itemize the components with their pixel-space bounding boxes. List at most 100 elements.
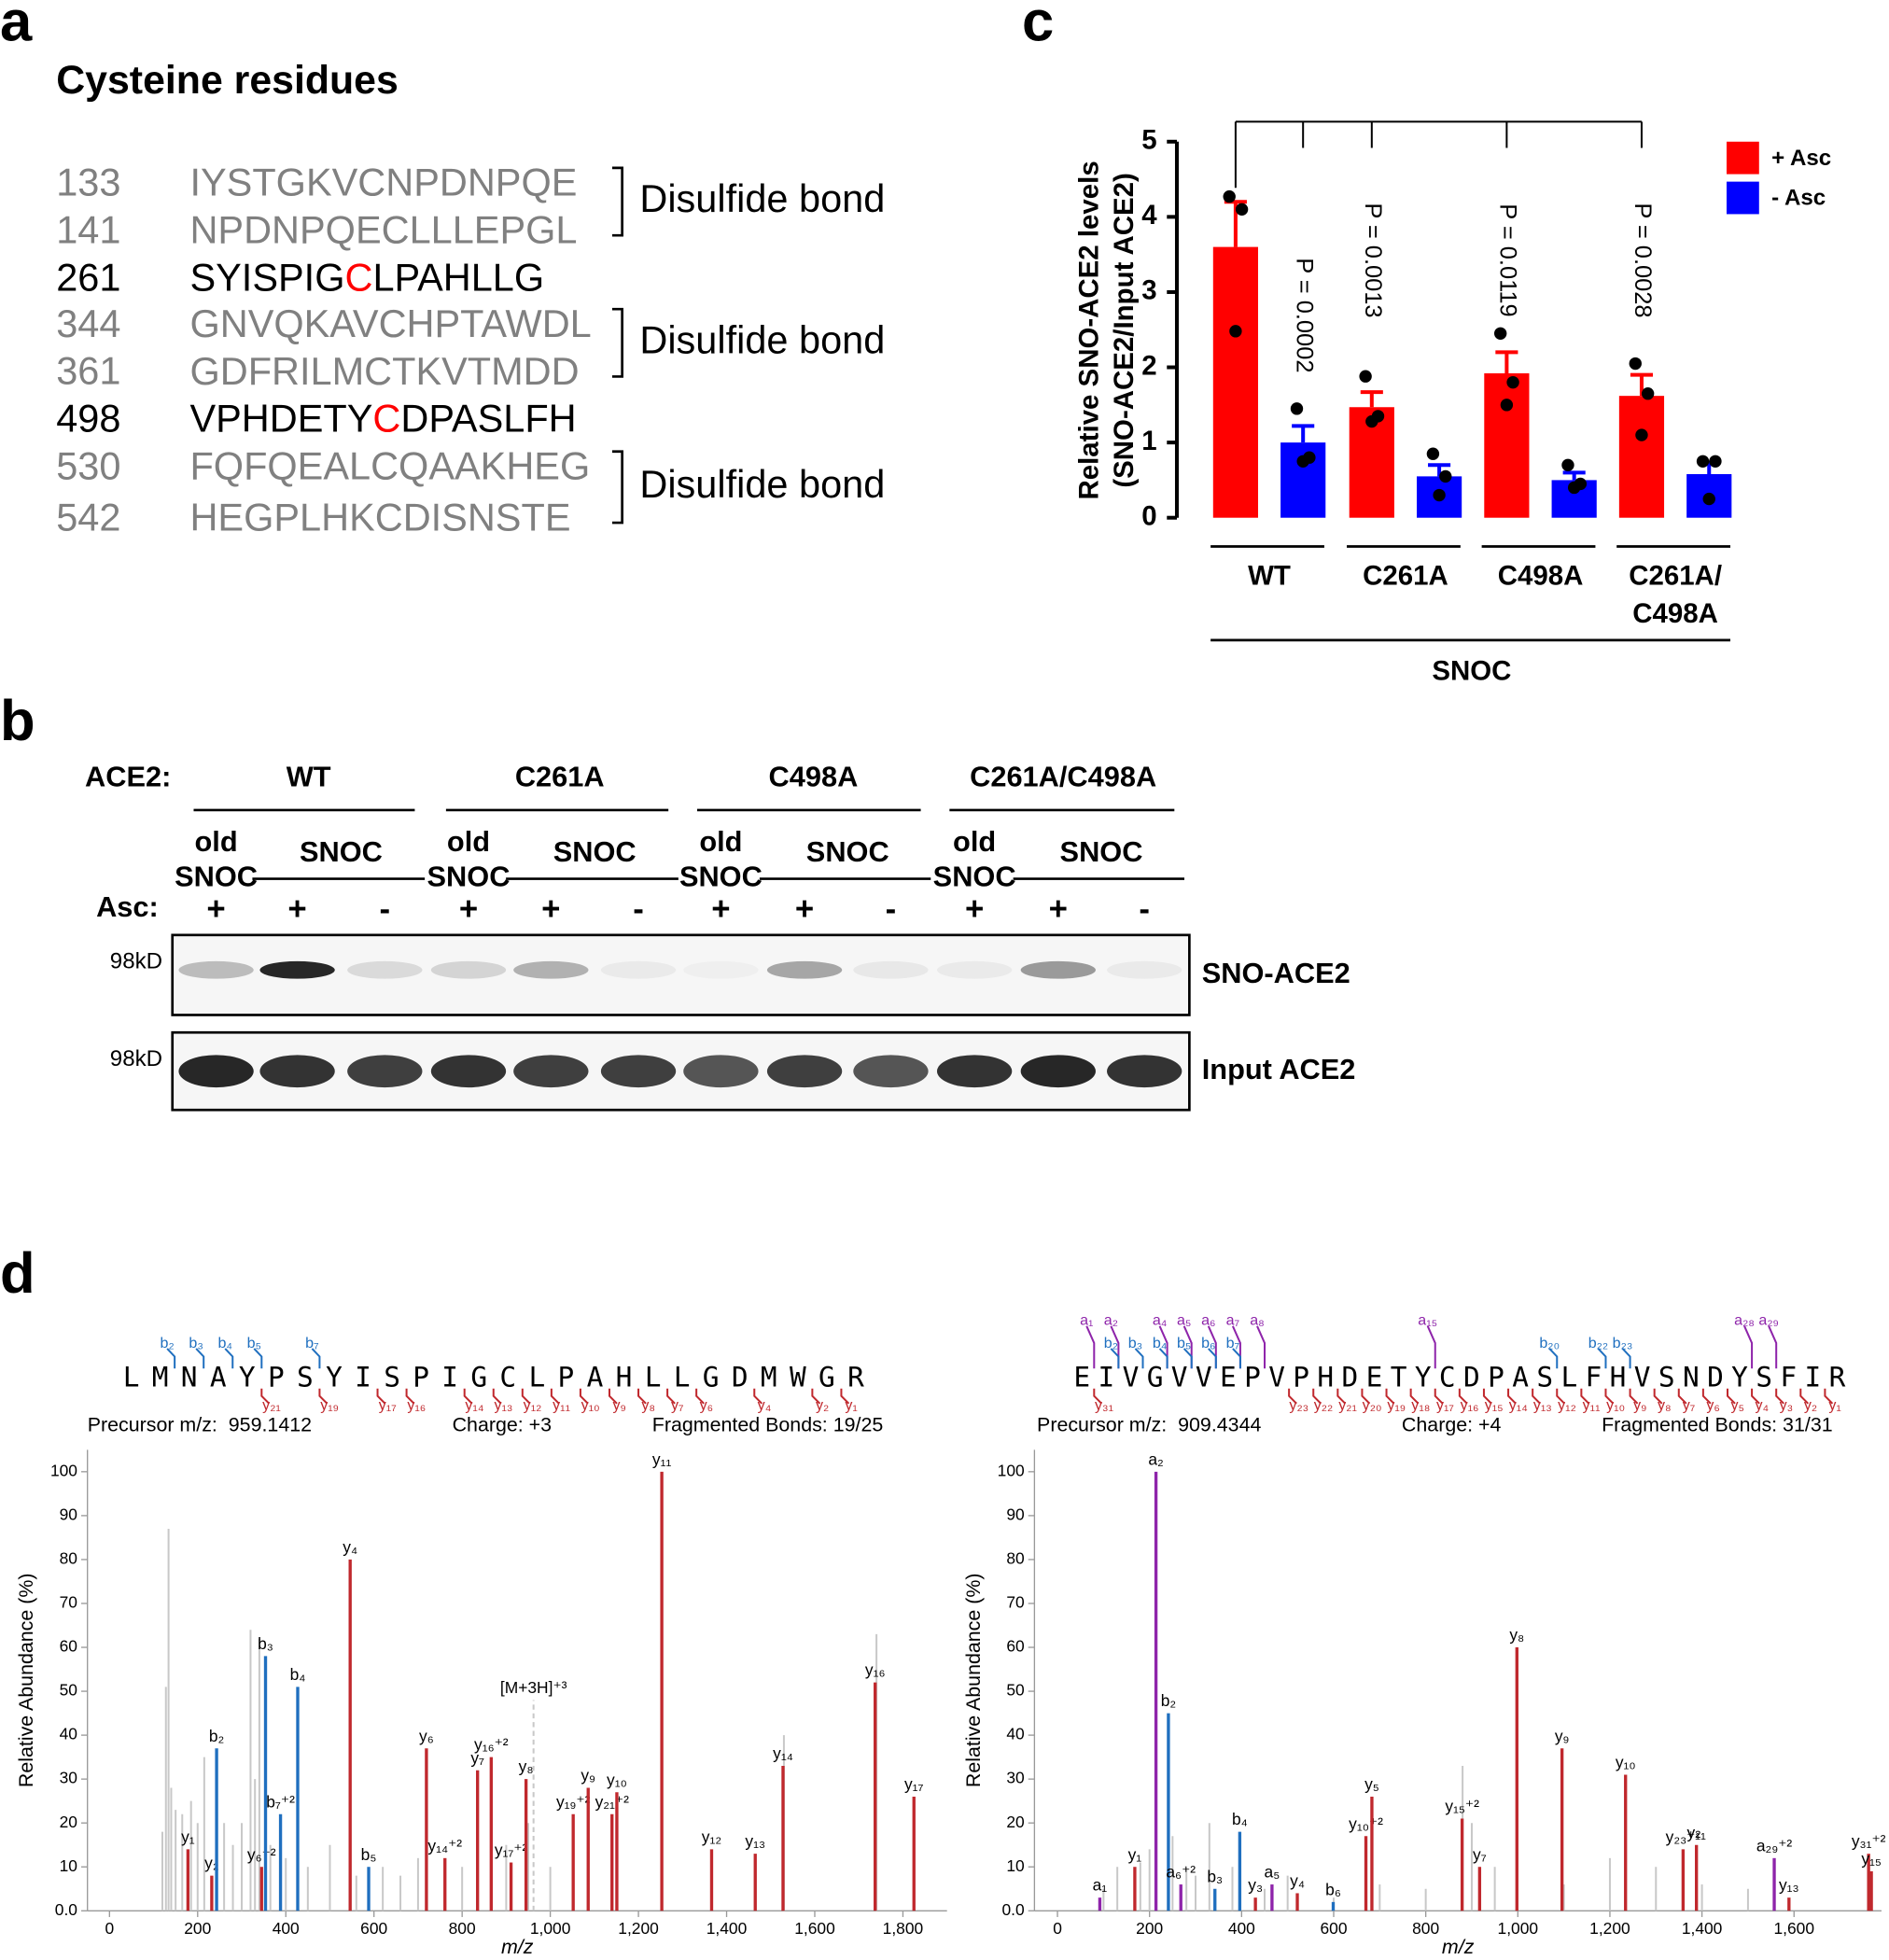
sequence-part: HEGPLHKCDISNSTE [189, 495, 570, 539]
fragment-mark [405, 1388, 415, 1405]
fragment-mark [1768, 1325, 1778, 1369]
data-point [1365, 414, 1378, 428]
sequence-part: DPASLFH [400, 397, 576, 441]
fragment-mark [1580, 1388, 1590, 1405]
fragment-mark [1434, 1388, 1444, 1405]
fragment-label: y₁₆ [1461, 1397, 1479, 1414]
band [259, 960, 335, 979]
data-point [1359, 370, 1372, 383]
condition-label: SNOC [427, 861, 511, 893]
error-bar [1562, 470, 1586, 481]
fragment-label: y₃ [1780, 1397, 1794, 1414]
fragment-label: y₁₈ [1411, 1397, 1430, 1414]
fragment-mark [492, 1388, 502, 1405]
peak-label: b₃ [258, 1634, 273, 1653]
asc-sign: + [711, 891, 730, 928]
asc-sign: + [965, 891, 984, 928]
fragment-mark [840, 1388, 850, 1405]
fragment-mark [1653, 1388, 1663, 1405]
bar [1212, 246, 1258, 518]
fragment-label: y₁₉ [320, 1397, 339, 1414]
x-tick-label: 1,400 [1682, 1919, 1723, 1938]
blot-label: Input ACE2 [1202, 1053, 1356, 1085]
fragment-mark [463, 1388, 473, 1405]
fragment-mark [1336, 1388, 1347, 1405]
band [1020, 960, 1096, 979]
fragment-mark [1726, 1388, 1736, 1405]
legend-swatch [1726, 141, 1759, 175]
data-point [1702, 492, 1715, 506]
legend-swatch [1726, 181, 1759, 215]
spectrum-info: Charge: +4 [1402, 1414, 1502, 1436]
peak-label: a₆⁺² [1166, 1863, 1196, 1882]
peak-label: y₁₃ [1779, 1876, 1799, 1895]
band [513, 960, 589, 979]
band [600, 960, 677, 979]
spectrum-info: Precursor m/z: 909.4344 [1037, 1414, 1261, 1436]
data-point [1696, 455, 1710, 468]
band [1107, 1055, 1182, 1088]
data-point [1223, 189, 1236, 203]
x-tick-label: 200 [1136, 1919, 1163, 1938]
data-point [1561, 458, 1574, 471]
fragment-label: a₁ [1080, 1312, 1093, 1329]
fragment-label: b₄ [217, 1335, 231, 1351]
data-point [1635, 428, 1648, 441]
x-axis-label: m/z [1442, 1936, 1475, 1958]
fragment-label: y₈ [641, 1397, 655, 1414]
fragment-mark [1093, 1388, 1103, 1405]
condition-label: old [699, 825, 742, 858]
y-tick-label: 0.0 [55, 1900, 77, 1919]
residue-number: 361 [56, 349, 120, 393]
peak-label: a₂₉⁺² [1756, 1836, 1792, 1855]
fragment-label: y₂₁ [262, 1397, 281, 1414]
sequence-part: VPHDETY [189, 397, 372, 441]
sequence-part: GDFRILMCTKVTMDD [189, 349, 579, 393]
group-label: C261A [1363, 561, 1448, 592]
blot [171, 1030, 1191, 1112]
y-tick-label: 3 [1141, 275, 1156, 306]
residue-sequence: SYISPIGCLPAHLLG [189, 255, 544, 299]
data-point [1229, 325, 1242, 338]
condition-label: SNOC [806, 835, 889, 868]
condition-label: SNOC [1060, 835, 1143, 868]
fragment-mark [1482, 1388, 1492, 1405]
data-point [1439, 469, 1452, 483]
fragment-mark [253, 1348, 263, 1369]
fragment-label: y₇ [671, 1397, 684, 1414]
fragment-label: y₂ [1804, 1397, 1817, 1414]
peak-label: y₈ [519, 1757, 534, 1776]
residue-number: 344 [56, 301, 120, 345]
x-tick-label: 800 [449, 1919, 476, 1938]
fragment-label: b₂₂ [1588, 1335, 1608, 1351]
peak-label: b₅ [361, 1845, 377, 1864]
fragment-label: y₇ [1683, 1397, 1696, 1414]
fragment-label: b₇ [305, 1335, 318, 1351]
asc-sign: + [795, 891, 814, 928]
y-tick-label: 80 [1006, 1549, 1024, 1568]
residue-sequence: IYSTGKVCNPDNPQE [189, 161, 577, 204]
bond-bracket [611, 450, 623, 525]
fragment-label: a₈ [1250, 1312, 1265, 1329]
fragment-label: a₂ [1104, 1312, 1118, 1329]
x-tick-label: 1,200 [1589, 1919, 1630, 1938]
spectrum-info: Charge: +3 [453, 1414, 553, 1436]
band [853, 960, 929, 979]
y-tick-label: 30 [60, 1769, 77, 1787]
y-tick-label: 70 [1006, 1593, 1024, 1612]
peak-label: y₆⁺² [247, 1845, 276, 1864]
peak-label: y₁₀ [607, 1771, 627, 1789]
x-tick-label: 0 [105, 1919, 114, 1938]
peak-label: y₁₁ [652, 1449, 672, 1468]
peak-label: y₁ [181, 1827, 195, 1846]
fragment-label: y₁₃ [1533, 1397, 1552, 1414]
data-point [1493, 327, 1507, 340]
data-point [1641, 387, 1655, 400]
asc-sign: + [206, 891, 225, 928]
fragment-mark [1677, 1388, 1687, 1405]
band [766, 1055, 843, 1088]
fragment-mark [1409, 1388, 1420, 1405]
fragment-mark [1532, 1388, 1541, 1405]
peak-label: b₆ [1325, 1880, 1341, 1898]
x-tick-label: 600 [1320, 1919, 1347, 1938]
